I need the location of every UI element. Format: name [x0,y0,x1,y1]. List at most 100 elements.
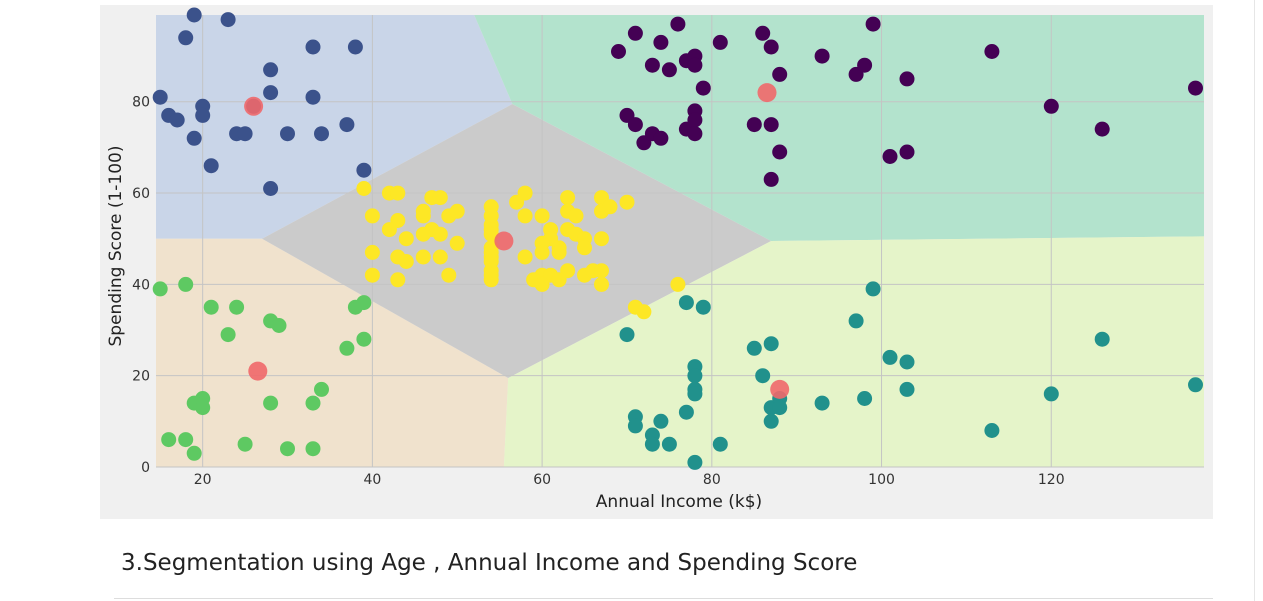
point-cluster-1 [161,432,177,448]
point-cluster-3 [772,66,788,82]
x-axis-label: Annual Income (k$) [596,492,762,512]
point-cluster-2 [449,203,465,219]
point-cluster-3 [899,71,915,87]
point-cluster-0 [186,130,202,146]
point-cluster-1 [178,432,194,448]
point-cluster-3 [653,34,669,50]
data-points [152,7,1203,470]
scrollbar-track[interactable] [1254,0,1263,601]
point-cluster-1 [237,436,253,452]
point-cluster-0 [356,162,372,178]
point-cluster-1 [280,441,295,457]
point-cluster-3 [984,44,1000,59]
point-cluster-4 [712,436,728,452]
point-cluster-2 [619,194,635,210]
point-cluster-4 [865,281,881,297]
y-tick-label: 80 [132,95,150,111]
point-cluster-1 [356,331,372,347]
point-cluster-1 [305,441,321,457]
point-cluster-3 [755,25,771,41]
point-cluster-4 [899,354,915,370]
centroid [770,379,790,399]
section-heading: 3.Segmentation using Age , Annual Income… [121,550,858,576]
point-cluster-3 [644,57,660,73]
point-cluster-4 [1188,377,1203,393]
point-cluster-3 [763,171,779,187]
point-cluster-0 [305,39,321,55]
point-cluster-2 [432,249,448,265]
point-cluster-4 [772,400,788,416]
point-cluster-3 [763,117,779,133]
x-tick-label: 40 [363,472,381,488]
point-cluster-0 [280,126,295,142]
decision-regions [156,15,1204,467]
point-cluster-2 [415,203,431,219]
point-cluster-4 [661,436,677,452]
point-cluster-2 [560,190,576,206]
point-cluster-1 [263,395,279,411]
x-tick-label: 20 [194,472,212,488]
point-cluster-2 [577,240,592,256]
point-cluster-0 [339,117,355,133]
point-cluster-3 [763,39,779,55]
x-tick-label: 120 [1038,472,1065,488]
region-4 [503,236,1204,467]
point-cluster-0 [263,85,279,101]
x-tick-labels: 20 40 60 80 100 120 [194,472,1065,488]
point-cluster-3 [653,130,669,146]
cluster-centroids [244,83,790,399]
point-cluster-2 [594,263,609,279]
point-cluster-4 [687,368,703,384]
region-0 [156,15,513,239]
centroid [494,231,514,251]
point-cluster-2 [364,267,380,283]
point-cluster-3 [882,149,898,164]
point-cluster-3 [687,57,703,73]
point-cluster-2 [441,267,457,283]
plot-panel: 20 40 60 80 100 120 0 20 40 60 80 Annual Income (… [100,5,1213,519]
point-cluster-1 [305,395,321,411]
point-cluster-4 [687,386,703,402]
point-cluster-2 [670,276,686,292]
point-cluster-1 [339,340,355,356]
point-cluster-1 [356,295,372,311]
point-cluster-0 [305,89,321,105]
point-cluster-3 [814,48,830,64]
point-cluster-1 [220,327,236,343]
point-cluster-2 [551,244,567,260]
point-cluster-3 [1094,121,1110,137]
point-cluster-2 [517,249,533,265]
point-cluster-4 [644,436,660,452]
point-cluster-2 [534,276,550,292]
point-cluster-1 [152,281,168,297]
point-cluster-0 [237,126,253,142]
point-cluster-4 [763,336,779,352]
point-cluster-3 [1043,98,1059,114]
y-tick-label: 60 [132,186,150,202]
point-cluster-2 [636,304,652,320]
point-cluster-3 [1188,80,1203,96]
point-cluster-2 [551,272,567,288]
point-cluster-2 [381,222,397,238]
point-cluster-4 [746,340,762,356]
y-tick-label: 0 [141,460,150,476]
point-cluster-0 [220,12,236,28]
point-cluster-0 [314,126,329,142]
point-cluster-1 [178,276,194,292]
point-cluster-0 [178,30,194,46]
point-cluster-0 [263,62,279,78]
point-cluster-2 [602,199,618,215]
x-tick-label: 100 [868,472,895,488]
point-cluster-0 [195,107,211,123]
point-cluster-2 [398,231,414,247]
point-cluster-3 [687,126,703,142]
point-cluster-2 [432,190,448,206]
point-cluster-4 [619,327,635,343]
x-tick-label: 60 [533,472,551,488]
point-cluster-3 [695,80,711,96]
point-cluster-4 [678,404,694,420]
point-cluster-4 [814,395,830,411]
point-cluster-4 [1043,386,1059,402]
point-cluster-1 [314,381,329,397]
point-cluster-4 [857,391,873,406]
